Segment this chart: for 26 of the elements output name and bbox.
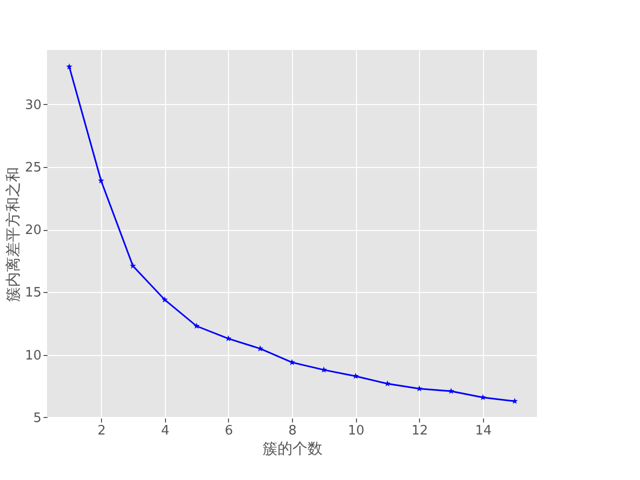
x-tick-label: 6 [224,424,234,438]
x-tick-label: 2 [97,424,106,438]
point [193,322,200,329]
point [448,388,454,394]
x-tick-label: 14 [475,424,492,438]
point [98,177,104,184]
x-tick-label: 4 [161,424,170,438]
point [288,359,296,366]
y-tick-label: 5 [33,411,42,426]
point [162,296,168,302]
y-tick-label: 30 [24,98,42,113]
y-axis-title: 簇内离差平方和之和 [4,167,22,302]
x-axis-title: 簇的个数 [262,440,322,458]
y-tick-label: 20 [24,223,42,238]
point [512,398,518,404]
y-tick-label: 15 [24,286,42,301]
x-tick-label: 8 [288,424,297,438]
y-tick-label: 10 [24,348,42,364]
point [66,63,72,70]
point [480,394,486,400]
point [225,335,232,342]
point [320,366,328,373]
x-tick-label: 12 [412,424,428,438]
x-tick-label: 10 [348,424,364,438]
point [130,262,136,269]
y-tick-label: 25 [24,160,42,176]
